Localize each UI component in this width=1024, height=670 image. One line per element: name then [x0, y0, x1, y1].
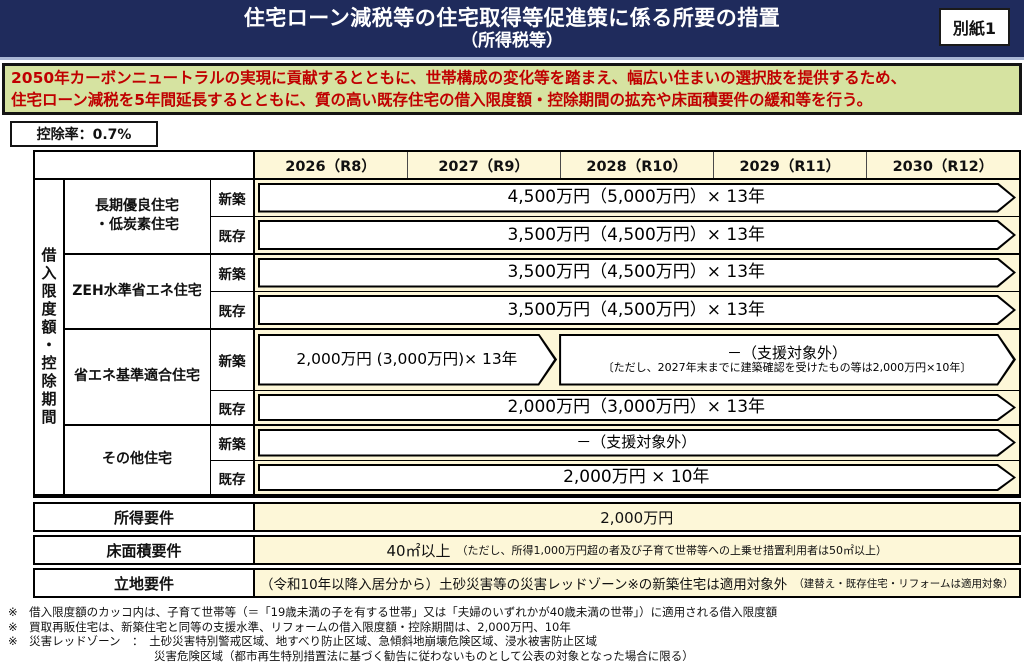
limit-arrow-label: 3,500万円（4,500万円）× 13年: [507, 299, 766, 320]
page-subtitle: （所得税等）: [461, 31, 563, 51]
requirement-label: 床面積要件: [35, 537, 253, 563]
policy-banner: 2050年カーボンニュートラルの実現に貢献するとともに、世帯構成の変化等を踏まえ…: [2, 63, 1022, 115]
build-type-cell: 既存: [211, 292, 253, 328]
footnote-1: ※ 借入限度額のカッコ内は、子育て世帯等（＝「19歳未満の子を有する世帯」又は「…: [8, 605, 778, 619]
limit-arrow-label: －（支援対象外）: [727, 343, 848, 362]
limit-arrow-label: 3,500万円（4,500万円）× 13年: [507, 224, 766, 245]
footnote-2: ※ 買取再販住宅は、新築住宅と同等の支援水準、リフォームの借入限度額・控除期間は…: [8, 619, 571, 634]
requirement-value: （令和10年以降入居分から）土砂災害等の災害レッドゾーン※の新築住宅は適用対象外: [259, 577, 788, 593]
requirement-label: 所得要件: [35, 504, 253, 530]
year-header-2026: 2026（R8）: [285, 158, 376, 175]
value-cell: 3,500万円（4,500万円）× 13年: [254, 217, 1019, 253]
requirement-note: （ただし、所得1,000万円超の者及び子育て世帯等への上乗せ措置利用者は50㎡以…: [456, 544, 888, 557]
banner-line-2: 住宅ローン減税を5年間延長するとともに、質の高い既存住宅の借入限度額・控除期間の…: [11, 91, 873, 109]
build-type-cell: 新築: [211, 254, 253, 291]
footnotes: ※ 借入限度額のカッコ内は、子育て世帯等（＝「19歳未満の子を有する世帯」又は「…: [8, 605, 1020, 663]
limit-arrow: 2,000万円 × 10年: [258, 464, 1017, 491]
build-type-cell: 新築: [211, 425, 253, 460]
income-requirement-row: 所得要件 2,000万円: [33, 502, 1021, 532]
build-type-cell: 既存: [211, 461, 253, 494]
year-header-2028: 2028（R10）: [559, 152, 713, 178]
requirement-note: （建替え・既存住宅・リフォームは適用対象）: [793, 577, 1014, 590]
floor-area-requirement-row: 床面積要件 40㎡以上 （ただし、所得1,000万円超の者及び子育て世帯等への上…: [33, 535, 1021, 565]
category-long-term-quality: 長期優良住宅 ・低炭素住宅: [64, 179, 210, 253]
value-cell: 3,500万円（4,500万円）× 13年: [254, 254, 1019, 291]
value-cell-split: 2,000万円 (3,000万円)× 13年 －（支援対象外） 〔ただし、202…: [254, 329, 1019, 390]
limit-arrow-2028-2030: －（支援対象外） 〔ただし、2027年末までに建築確認を受けたもの等は2,000…: [559, 334, 1016, 386]
limit-arrow-label: 4,500万円（5,000万円）× 13年: [507, 187, 766, 208]
limit-arrow: 3,500万円（4,500万円）× 13年: [258, 258, 1017, 288]
limit-arrow: 2,000万円（3,000万円）× 13年: [258, 394, 1017, 421]
limit-arrow-label: 2,000万円（3,000万円）× 13年: [507, 397, 766, 418]
limit-arrow-label: 2,000万円 × 10年: [563, 467, 710, 488]
limit-arrow-note: 〔ただし、2027年末までに建築確認を受けたもの等は2,000万円×10年〕: [602, 361, 972, 375]
limit-arrow-label: 2,000万円 (3,000万円)× 13年: [296, 349, 518, 368]
limit-arrow-label: －（支援対象外）: [576, 433, 697, 452]
value-cell: 3,500万円（4,500万円）× 13年: [254, 292, 1019, 328]
year-header-2027: 2027（R9）: [406, 152, 560, 178]
banner-line-1: 2050年カーボンニュートラルの実現に貢献するとともに、世帯構成の変化等を踏まえ…: [11, 69, 907, 87]
limit-arrow-2026-2027: 2,000万円 (3,000万円)× 13年: [258, 334, 558, 386]
limit-arrow-label: 3,500万円（4,500万円）× 13年: [507, 262, 766, 283]
value-cell: 2,000万円（3,000万円）× 13年: [254, 391, 1019, 424]
build-type-cell: 新築: [211, 329, 253, 390]
divider-rule: [0, 57, 1024, 60]
value-cell: 2,000万円 × 10年: [254, 461, 1019, 494]
category-other-housing: その他住宅: [64, 425, 210, 494]
build-type-cell: 既存: [211, 391, 253, 424]
limit-arrow: 3,500万円（4,500万円）× 13年: [258, 295, 1017, 325]
requirement-value: 40㎡以上: [386, 541, 451, 560]
title-bar: 住宅ローン減税等の住宅取得等促進策に係る所要の措置 （所得税等）: [0, 0, 1024, 57]
build-type-cell: 新築: [211, 179, 253, 216]
category-zeh: ZEH水準省エネ住宅: [64, 254, 210, 328]
main-table: 2026（R8） 2027（R9） 2028（R10） 2029（R11） 20…: [33, 150, 1021, 498]
value-cell: －（支援対象外）: [254, 425, 1019, 460]
limit-arrow: 4,500万円（5,000万円）× 13年: [258, 183, 1017, 213]
requirement-label: 立地要件: [35, 570, 253, 596]
requirement-value: 2,000万円: [600, 508, 674, 527]
year-header-2029: 2029（R11）: [712, 152, 866, 178]
category-energy-standard: 省エネ基準適合住宅: [64, 329, 210, 424]
axis-label-loan-limit-period: 借入限度額・控除期間: [35, 179, 63, 494]
page-title: 住宅ローン減税等の住宅取得等促進策に係る所要の措置: [243, 6, 781, 30]
footnote-3-continued: 災害危険区域（都市再生特別措置法に基づく勧告に従わないものとして公表の対象となっ…: [154, 648, 694, 663]
value-cell: 4,500万円（5,000万円）× 13年: [254, 179, 1019, 216]
limit-arrow: －（支援対象外）: [258, 429, 1017, 457]
attachment-badge: 別紙1: [938, 8, 1010, 46]
year-header-2030: 2030（R12）: [865, 152, 1019, 178]
footnote-3: ※ 災害レッドゾーン ： 土砂災害特別警戒区域、地すべり防止区域、急傾斜地崩壊危…: [8, 634, 597, 648]
build-type-cell: 既存: [211, 217, 253, 253]
header-empty-cell: [35, 152, 253, 178]
location-requirement-row: 立地要件 （令和10年以降入居分から）土砂災害等の災害レッドゾーン※の新築住宅は…: [33, 568, 1021, 598]
limit-arrow: 3,500万円（4,500万円）× 13年: [258, 220, 1017, 250]
year-header-row: 2026（R8） 2027（R9） 2028（R10） 2029（R11） 20…: [254, 152, 1019, 178]
deduction-rate-box: 控除率：0.7%: [10, 121, 158, 147]
